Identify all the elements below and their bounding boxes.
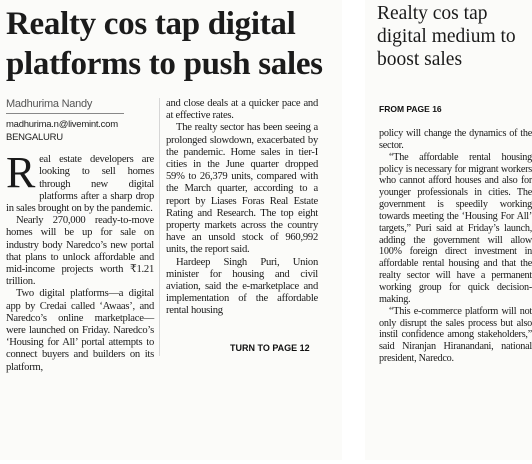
drop-cap: R: [6, 148, 36, 198]
byline-email: madhurima.n@livemint.com: [6, 119, 118, 131]
jump-line-turn-to: TURN TO PAGE 12: [230, 343, 310, 353]
article-paragraph: “This e-commerce platform will not only …: [379, 305, 532, 365]
right-headline: Realty cos tap digital medium to boost s…: [377, 3, 516, 70]
byline-rule: [6, 113, 124, 115]
article-paragraph: Hardeep Singh Puri, Union minister for h…: [166, 256, 318, 317]
right-article-clipping: Realty cos tap digital medium to boost s…: [365, 0, 532, 460]
left-headline: Realty cos tap digital platforms to push…: [6, 6, 323, 82]
article-paragraph: policy will change the dynamics of the s…: [379, 128, 532, 151]
article-paragraph: The realty sector has been seeing a prol…: [166, 122, 318, 256]
right-column: policy will change the dynamics of the s…: [379, 128, 532, 365]
column-divider: [159, 98, 160, 356]
article-paragraph: and close deals at a quicker pace and at…: [166, 98, 318, 122]
byline-dateline: BENGALURU: [6, 132, 63, 144]
jump-line-from-page: FROM PAGE 16: [379, 104, 442, 114]
article-paragraph: Nearly 270,000 ready-to-move homes will …: [6, 215, 154, 288]
left-column-1: Madhurima Nandy madhurima.n@livemint.com…: [6, 98, 154, 374]
article-paragraph: “The affordable rental housing policy is…: [379, 151, 532, 305]
article-paragraph: Two digital platforms—a digital app by C…: [6, 288, 154, 373]
left-column-2: and close deals at a quicker pace and at…: [166, 98, 318, 318]
paragraph-text: eal estate developers are looking to sel…: [6, 154, 154, 215]
left-article-clipping: Realty cos tap digital platforms to push…: [6, 6, 324, 374]
byline-author: Madhurima Nandy: [6, 98, 93, 110]
